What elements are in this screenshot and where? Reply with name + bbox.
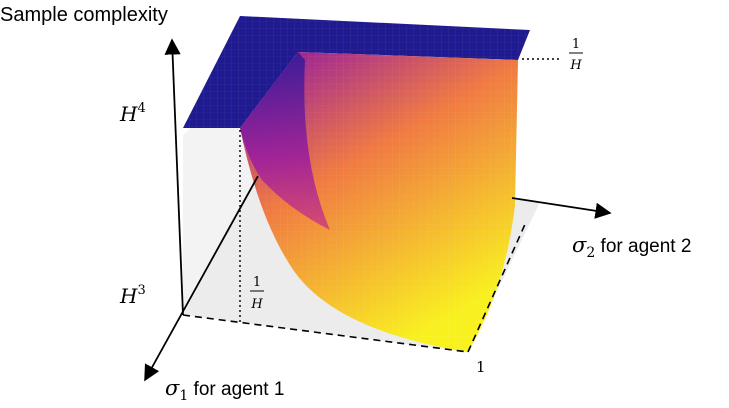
svg-text:1: 1 [253,275,261,290]
surface-curved-mesh [240,52,518,352]
axis-sigma2 [511,197,612,219]
tick-h3: H3 [119,283,146,308]
axis-sigma1 [144,175,259,382]
vertical-axis-label: Sample complexity [0,4,168,26]
sigma1-axis-label: σ1 for agent 1 [165,376,284,404]
frac-sigma2: 1 H [569,37,583,73]
tick-h4: H4 [119,101,146,126]
axis-vertical [164,38,184,316]
svg-text:H: H [250,297,263,312]
surface-wall [240,52,330,230]
sigma2-axis-label: σ2 for agent 2 [572,233,691,261]
frac-sigma1: 1 H [250,275,264,312]
svg-text:1: 1 [572,37,580,52]
tick-corner-one: 1 [476,358,486,376]
surface-plateau-mesh [183,16,530,128]
svg-text:H: H [569,58,582,73]
